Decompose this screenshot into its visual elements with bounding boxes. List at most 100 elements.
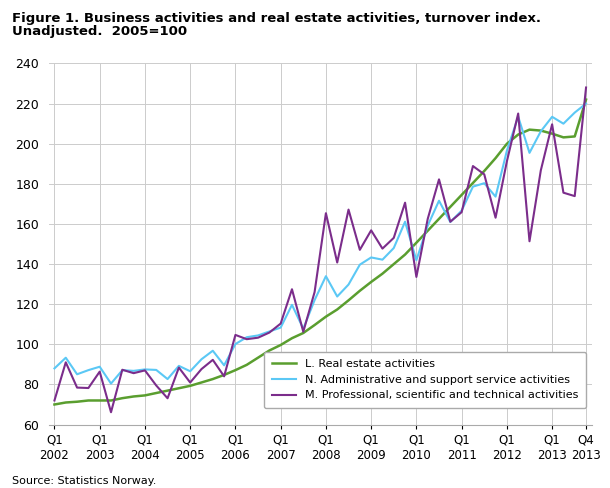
N. Administrative and support service activities bbox=[119, 367, 126, 373]
M. Professional, scientific and technical activities bbox=[571, 193, 578, 199]
L. Real estate activities bbox=[311, 322, 318, 328]
L. Real estate activities bbox=[390, 261, 398, 267]
N. Administrative and support service activities bbox=[187, 368, 194, 374]
M. Professional, scientific and technical activities bbox=[187, 380, 194, 386]
N. Administrative and support service activities bbox=[175, 363, 182, 369]
L. Real estate activities bbox=[289, 335, 296, 341]
Line: M. Professional, scientific and technical activities: M. Professional, scientific and technica… bbox=[54, 87, 586, 412]
N. Administrative and support service activities bbox=[548, 114, 556, 120]
N. Administrative and support service activities bbox=[209, 348, 217, 354]
N. Administrative and support service activities bbox=[62, 355, 70, 361]
L. Real estate activities bbox=[107, 398, 115, 404]
M. Professional, scientific and technical activities bbox=[560, 190, 567, 196]
N. Administrative and support service activities bbox=[334, 294, 341, 300]
N. Administrative and support service activities bbox=[401, 219, 409, 224]
M. Professional, scientific and technical activities bbox=[266, 330, 273, 336]
L. Real estate activities bbox=[436, 216, 443, 222]
M. Professional, scientific and technical activities bbox=[436, 177, 443, 183]
N. Administrative and support service activities bbox=[289, 302, 296, 308]
L. Real estate activities bbox=[571, 134, 578, 140]
L. Real estate activities bbox=[164, 387, 171, 393]
L. Real estate activities bbox=[492, 155, 499, 161]
N. Administrative and support service activities bbox=[503, 148, 511, 154]
M. Professional, scientific and technical activities bbox=[334, 260, 341, 265]
N. Administrative and support service activities bbox=[266, 328, 273, 334]
N. Administrative and support service activities bbox=[458, 208, 465, 214]
L. Real estate activities bbox=[220, 372, 228, 378]
N. Administrative and support service activities bbox=[232, 341, 239, 347]
N. Administrative and support service activities bbox=[390, 245, 398, 251]
L. Real estate activities bbox=[277, 342, 284, 348]
M. Professional, scientific and technical activities bbox=[73, 385, 81, 390]
L. Real estate activities bbox=[175, 386, 182, 391]
N. Administrative and support service activities bbox=[254, 332, 262, 338]
N. Administrative and support service activities bbox=[492, 194, 499, 200]
L. Real estate activities bbox=[514, 132, 522, 138]
M. Professional, scientific and technical activities bbox=[537, 167, 545, 173]
M. Professional, scientific and technical activities bbox=[254, 335, 262, 341]
N. Administrative and support service activities bbox=[322, 273, 329, 279]
M. Professional, scientific and technical activities bbox=[220, 373, 228, 379]
M. Professional, scientific and technical activities bbox=[514, 111, 522, 117]
L. Real estate activities bbox=[187, 383, 194, 389]
L. Real estate activities bbox=[447, 204, 454, 210]
M. Professional, scientific and technical activities bbox=[164, 395, 171, 401]
Text: Source: Statistics Norway.: Source: Statistics Norway. bbox=[12, 476, 157, 486]
L. Real estate activities bbox=[130, 393, 137, 399]
N. Administrative and support service activities bbox=[469, 183, 476, 189]
N. Administrative and support service activities bbox=[85, 367, 92, 373]
M. Professional, scientific and technical activities bbox=[390, 235, 398, 241]
M. Professional, scientific and technical activities bbox=[142, 367, 149, 373]
N. Administrative and support service activities bbox=[436, 198, 443, 203]
N. Administrative and support service activities bbox=[73, 371, 81, 377]
M. Professional, scientific and technical activities bbox=[492, 215, 499, 221]
L. Real estate activities bbox=[322, 314, 329, 320]
L. Real estate activities bbox=[356, 288, 364, 294]
M. Professional, scientific and technical activities bbox=[96, 369, 103, 375]
M. Professional, scientific and technical activities bbox=[424, 216, 431, 222]
L. Real estate activities bbox=[413, 240, 420, 245]
M. Professional, scientific and technical activities bbox=[209, 357, 217, 363]
L. Real estate activities bbox=[300, 330, 307, 336]
N. Administrative and support service activities bbox=[481, 180, 488, 186]
L. Real estate activities bbox=[254, 355, 262, 361]
M. Professional, scientific and technical activities bbox=[526, 238, 533, 244]
N. Administrative and support service activities bbox=[164, 376, 171, 382]
M. Professional, scientific and technical activities bbox=[289, 286, 296, 292]
L. Real estate activities bbox=[469, 180, 476, 186]
L. Real estate activities bbox=[548, 131, 556, 137]
M. Professional, scientific and technical activities bbox=[345, 206, 352, 212]
M. Professional, scientific and technical activities bbox=[175, 365, 182, 370]
N. Administrative and support service activities bbox=[583, 101, 590, 106]
N. Administrative and support service activities bbox=[571, 110, 578, 116]
Legend: L. Real estate activities, N. Administrative and support service activities, M. : L. Real estate activities, N. Administra… bbox=[264, 351, 586, 408]
M. Professional, scientific and technical activities bbox=[130, 370, 137, 376]
M. Professional, scientific and technical activities bbox=[367, 227, 375, 233]
L. Real estate activities bbox=[266, 347, 273, 353]
M. Professional, scientific and technical activities bbox=[51, 398, 58, 404]
L. Real estate activities bbox=[119, 395, 126, 401]
N. Administrative and support service activities bbox=[356, 262, 364, 267]
L. Real estate activities bbox=[503, 141, 511, 147]
N. Administrative and support service activities bbox=[220, 363, 228, 368]
L. Real estate activities bbox=[379, 271, 386, 277]
L. Real estate activities bbox=[96, 398, 103, 404]
L. Real estate activities bbox=[458, 192, 465, 198]
L. Real estate activities bbox=[62, 400, 70, 406]
M. Professional, scientific and technical activities bbox=[503, 159, 511, 164]
N. Administrative and support service activities bbox=[277, 325, 284, 330]
M. Professional, scientific and technical activities bbox=[198, 366, 205, 372]
N. Administrative and support service activities bbox=[514, 114, 522, 120]
N. Administrative and support service activities bbox=[345, 282, 352, 287]
L. Real estate activities bbox=[85, 398, 92, 404]
M. Professional, scientific and technical activities bbox=[300, 329, 307, 335]
N. Administrative and support service activities bbox=[311, 297, 318, 303]
M. Professional, scientific and technical activities bbox=[85, 385, 92, 391]
M. Professional, scientific and technical activities bbox=[356, 247, 364, 253]
N. Administrative and support service activities bbox=[424, 223, 431, 228]
N. Administrative and support service activities bbox=[447, 219, 454, 225]
L. Real estate activities bbox=[73, 399, 81, 405]
L. Real estate activities bbox=[198, 380, 205, 386]
L. Real estate activities bbox=[232, 367, 239, 373]
N. Administrative and support service activities bbox=[526, 150, 533, 156]
